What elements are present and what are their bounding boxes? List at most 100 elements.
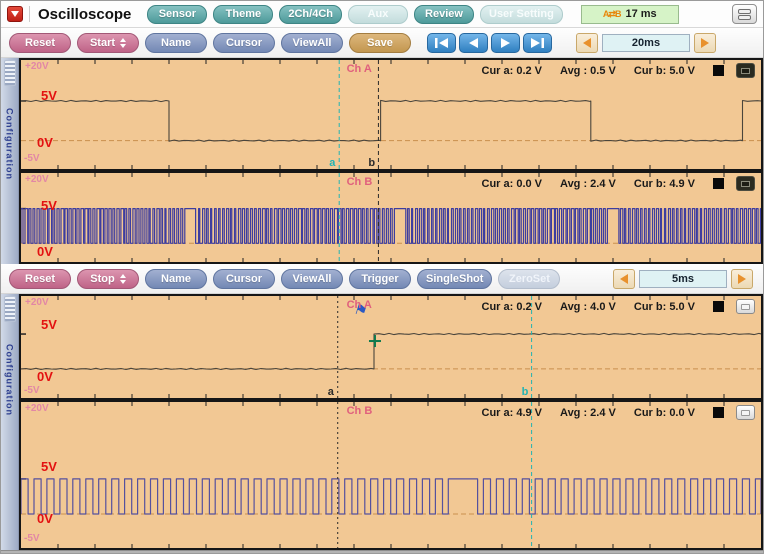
v-zero-label: 0V	[37, 244, 53, 259]
avg-readout: Avg : 2.4 V	[560, 406, 616, 419]
timebase-decrease-button[interactable]	[576, 32, 598, 53]
range-bottom-label: -5V	[24, 385, 40, 396]
channel-color-swatch	[713, 178, 724, 189]
ab-interval-readout: A⇄B 17 ms	[580, 4, 679, 24]
record-nav-group	[427, 32, 552, 53]
divider	[29, 6, 30, 22]
channel-readouts: Cur a: 4.9 V Avg : 2.4 V Cur b: 0.0 V	[481, 405, 755, 420]
v-high-label: 5V	[41, 198, 57, 213]
channel-readouts: Cur a: 0.0 V Avg : 2.4 V Cur b: 4.9 V	[482, 176, 755, 191]
range-bottom-label: -5V	[24, 153, 40, 164]
arrow-left-icon	[620, 273, 628, 284]
v-high-label: 5V	[41, 459, 57, 474]
cursor-b-readout: Cur b: 0.0 V	[633, 406, 695, 419]
panel1-chB-scope: +20V 5V 0V Ch B Cur a: 0.0 V Avg : 2.4 V…	[19, 171, 763, 264]
cursor-button[interactable]: Cursor	[213, 32, 275, 53]
ab-interval-value: 17 ms	[625, 8, 657, 20]
review-button[interactable]: Review	[414, 4, 474, 24]
viewall-button[interactable]: ViewAll	[281, 268, 343, 289]
panel2-chB-scope: +20V 5V 0V -5V Ch B Cur a: 4.9 V Avg : 2…	[19, 400, 763, 550]
timebase-control: 5ms	[613, 268, 753, 289]
sidebar-label: Configuration	[4, 344, 15, 416]
app-icon-glyph	[11, 11, 19, 17]
cursor-a-label: a	[329, 157, 336, 169]
timebase-increase-button[interactable]	[731, 268, 753, 289]
run-state-label: Stop	[90, 272, 115, 285]
skip-start-icon	[435, 37, 448, 48]
channel-readouts: Cur a: 0.2 V Avg : 0.5 V Cur b: 5.0 V	[482, 63, 755, 78]
arrow-right-icon	[738, 273, 746, 284]
theme-button[interactable]: Theme	[213, 4, 274, 24]
channel-label: Ch A	[346, 299, 372, 311]
arrow-right-icon	[501, 37, 510, 48]
arrow-left-icon	[583, 37, 591, 48]
v-zero-label: 0V	[37, 369, 53, 384]
viewall-button[interactable]: ViewAll	[281, 32, 343, 53]
range-bottom-label: -5V	[24, 533, 40, 544]
range-top-label: +20V	[25, 61, 49, 72]
sensor-button[interactable]: Sensor	[147, 4, 208, 24]
name-button[interactable]: Name	[145, 268, 207, 289]
channel-display-toggle[interactable]	[736, 405, 755, 420]
cursor-b-readout: Cur b: 4.9 V	[633, 177, 695, 190]
channel-label: Ch A	[346, 63, 372, 75]
avg-readout: Avg : 0.5 V	[560, 64, 616, 77]
cursor-button[interactable]: Cursor	[213, 268, 275, 289]
channel-display-toggle[interactable]	[736, 63, 755, 78]
timebase-value[interactable]: 20ms	[602, 33, 690, 52]
trigger-flag-icon: ⚑	[351, 301, 369, 321]
start-stop-button[interactable]: Stop	[77, 268, 139, 289]
zeroset-button[interactable]: ZeroSet	[498, 268, 561, 289]
name-button[interactable]: Name	[145, 32, 207, 53]
last-record-button[interactable]	[523, 32, 552, 53]
channel-readouts: Cur a: 0.2 V Avg : 4.0 V Cur b: 5.0 V	[481, 299, 755, 314]
channel-color-swatch	[713, 407, 724, 418]
channel-color-swatch	[713, 301, 724, 312]
aux-button[interactable]: Aux	[348, 4, 408, 24]
panel1-configuration-sidebar[interactable]: Configuration	[1, 58, 19, 264]
spinner-arrows-icon	[120, 37, 127, 48]
prev-record-button[interactable]	[459, 32, 488, 53]
trigger-button[interactable]: Trigger	[349, 268, 411, 289]
panel2-configuration-sidebar[interactable]: Configuration	[1, 294, 19, 550]
reset-button[interactable]: Reset	[9, 32, 71, 53]
panel2-chA-waveform: a b ⚑	[21, 296, 761, 398]
timebase-value[interactable]: 5ms	[639, 269, 727, 288]
cursor-a-label: a	[328, 386, 335, 398]
sidebar-grip-icon	[3, 60, 16, 86]
arrow-right-icon	[701, 37, 709, 48]
next-record-button[interactable]	[491, 32, 520, 53]
a-b-interval-icon: A⇄B	[602, 8, 622, 19]
v-zero-label: 0V	[37, 511, 53, 526]
singleshot-button[interactable]: SingleShot	[417, 268, 493, 289]
timebase-decrease-button[interactable]	[613, 268, 635, 289]
user-setting-button[interactable]: User Setting	[480, 4, 563, 24]
panel2-chB-waveform	[21, 402, 761, 548]
window-layout-icon	[738, 14, 751, 20]
save-button[interactable]: Save	[349, 32, 411, 53]
panel1-toolbar: Reset Start Name Cursor ViewAll Save 20m…	[1, 28, 763, 58]
panel2: Configuration a b ⚑ +20V 5V 0V -5V Ch A Cu…	[1, 294, 763, 550]
panel2-chA-scope: a b ⚑ +20V 5V 0V -5V Ch A Cur a: 0.2 V Avg…	[19, 294, 763, 400]
channel-mode-button[interactable]: 2Ch/4Ch	[279, 4, 342, 24]
v-high-label: 5V	[41, 317, 57, 332]
channel-display-toggle[interactable]	[736, 176, 755, 191]
start-stop-button[interactable]: Start	[77, 32, 139, 53]
timebase-increase-button[interactable]	[694, 32, 716, 53]
window-layout-icon	[738, 8, 751, 14]
panel1-chB-waveform	[21, 173, 761, 262]
reset-button[interactable]: Reset	[9, 268, 71, 289]
cursor-a-readout: Cur a: 4.9 V	[481, 406, 543, 419]
v-high-label: 5V	[41, 88, 57, 103]
cursor-a-readout: Cur a: 0.2 V	[481, 300, 543, 313]
app-icon[interactable]	[7, 6, 23, 22]
first-record-button[interactable]	[427, 32, 456, 53]
channel-display-toggle[interactable]	[736, 299, 755, 314]
channel-label: Ch B	[346, 405, 373, 417]
window-layout-button[interactable]	[732, 4, 757, 24]
channel-label: Ch B	[346, 176, 373, 188]
cursor-b-readout: Cur b: 5.0 V	[633, 300, 695, 313]
cursor-b-label: b	[522, 386, 529, 398]
